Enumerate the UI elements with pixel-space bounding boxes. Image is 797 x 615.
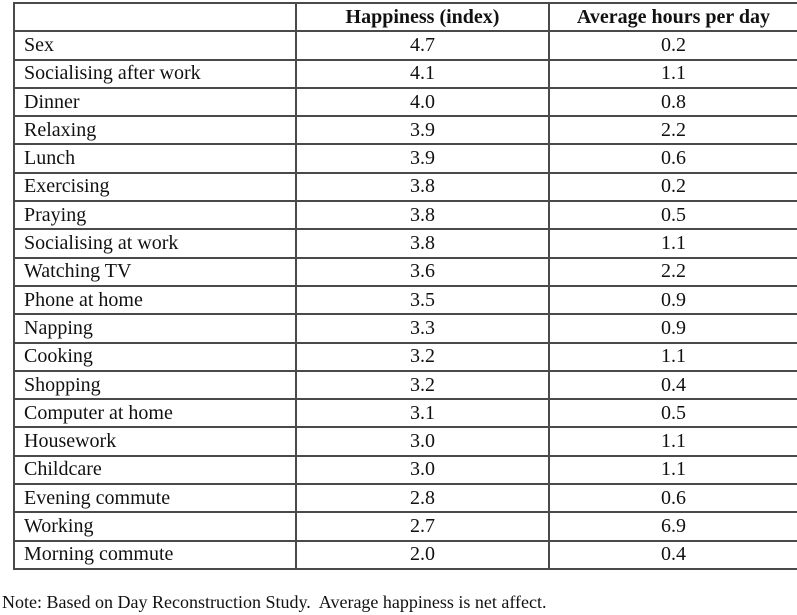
activity-column-header [13,2,297,33]
hours-value-cell: 0.6 [548,483,797,514]
happiness-value-cell: 3.5 [295,284,550,316]
activity-cell: Evening commute [13,483,297,514]
hours-value-cell: 0.9 [548,284,797,316]
happiness-value-cell: 2.7 [295,511,550,542]
happiness-value-cell: 3.8 [295,228,550,259]
activity-cell: Computer at home [13,398,297,429]
activity-cell: Praying [13,200,297,231]
happiness-value-cell: 4.7 [295,30,550,61]
table-body: Sex 4.7 0.2 Socialising after work 4.1 1.1 Din… [13,30,797,570]
hours-value-cell: 0.2 [548,171,797,203]
happiness-value-cell: 3.2 [295,341,550,372]
hours-value-cell: 0.5 [548,200,797,231]
happiness-value-cell: 3.0 [295,454,550,486]
activity-cell: Cooking [13,341,297,372]
happiness-value-cell: 3.8 [295,171,550,203]
activity-cell: Watching TV [13,256,297,287]
hours-value-cell: 1.1 [548,228,797,259]
happiness-value-cell: 3.9 [295,115,550,146]
happiness-by-activity-table: Happiness (index) Average hours per day … [13,2,797,570]
hours-value-cell: 1.1 [548,341,797,372]
table-row: Lunch 3.9 0.6 [13,143,797,174]
average-hours-column-header: Average hours per day [548,2,797,33]
activity-cell: Morning commute [13,539,297,570]
hours-value-cell: 2.2 [548,115,797,146]
hours-value-cell: 2.2 [548,256,797,287]
happiness-value-cell: 4.0 [295,86,550,118]
happiness-value-cell: 2.8 [295,483,550,514]
happiness-value-cell: 3.8 [295,200,550,231]
table-row: Housework 3.0 1.1 [13,426,797,457]
activity-cell: Socialising at work [13,228,297,259]
table-row: Napping 3.3 0.9 [13,313,797,344]
activity-cell: Relaxing [13,115,297,146]
hours-value-cell: 0.4 [548,539,797,570]
activity-cell: Lunch [13,143,297,174]
happiness-value-cell: 3.0 [295,426,550,457]
table-row: Dinner 4.0 0.8 [13,86,797,118]
table-row: Computer at home 3.1 0.5 [13,398,797,429]
activity-cell: Socialising after work [13,58,297,89]
activity-cell: Shopping [13,369,297,401]
activity-cell: Napping [13,313,297,344]
table-row: Exercising 3.8 0.2 [13,171,797,203]
happiness-value-cell: 4.1 [295,58,550,89]
table-footnote: Note: Based on Day Reconstruction Study.… [2,592,547,612]
hours-value-cell: 0.6 [548,143,797,174]
happiness-index-column-header: Happiness (index) [295,2,550,33]
happiness-value-cell: 3.6 [295,256,550,287]
hours-value-cell: 0.4 [548,369,797,401]
table-row: Phone at home 3.5 0.9 [13,284,797,316]
table-row: Morning commute 2.0 0.4 [13,539,797,570]
happiness-value-cell: 3.2 [295,369,550,401]
activity-cell: Exercising [13,171,297,203]
happiness-value-cell: 3.9 [295,143,550,174]
table-row: Praying 3.8 0.5 [13,200,797,231]
table-row: Socialising after work 4.1 1.1 [13,58,797,89]
happiness-table-container: Happiness (index) Average hours per day … [13,2,797,570]
hours-value-cell: 0.2 [548,30,797,61]
hours-value-cell: 1.1 [548,58,797,89]
hours-value-cell: 0.8 [548,86,797,118]
activity-cell: Childcare [13,454,297,486]
hours-value-cell: 6.9 [548,511,797,542]
hours-value-cell: 1.1 [548,426,797,457]
activity-cell: Working [13,511,297,542]
hours-value-cell: 0.5 [548,398,797,429]
happiness-value-cell: 2.0 [295,539,550,570]
table-row: Sex 4.7 0.2 [13,30,797,61]
activity-cell: Phone at home [13,284,297,316]
happiness-value-cell: 3.1 [295,398,550,429]
activity-cell: Sex [13,30,297,61]
header-row: Happiness (index) Average hours per day [13,2,797,33]
table-row: Working 2.7 6.9 [13,511,797,542]
table-row: Relaxing 3.9 2.2 [13,115,797,146]
table-row: Watching TV 3.6 2.2 [13,256,797,287]
activity-cell: Dinner [13,86,297,118]
table-row: Evening commute 2.8 0.6 [13,483,797,514]
table-row: Shopping 3.2 0.4 [13,369,797,401]
happiness-value-cell: 3.3 [295,313,550,344]
hours-value-cell: 0.9 [548,313,797,344]
table-row: Cooking 3.2 1.1 [13,341,797,372]
table-row: Socialising at work 3.8 1.1 [13,228,797,259]
activity-cell: Housework [13,426,297,457]
table-row: Childcare 3.0 1.1 [13,454,797,486]
hours-value-cell: 1.1 [548,454,797,486]
